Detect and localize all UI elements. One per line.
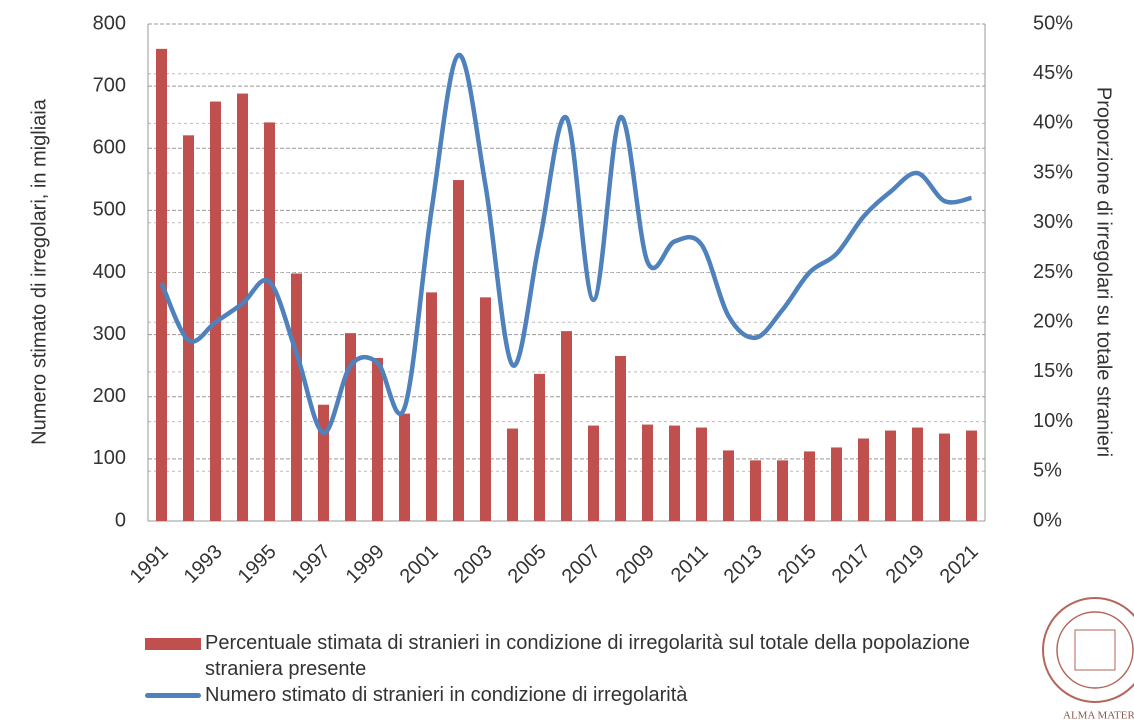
bar — [534, 373, 545, 521]
bar — [264, 122, 275, 521]
legend-swatch — [145, 693, 201, 698]
bar — [858, 438, 869, 521]
legend-label: Numero stimato di stranieri in condizion… — [205, 684, 688, 706]
bar — [480, 297, 491, 521]
line — [159, 52, 972, 436]
x-tick-label: 2021 — [936, 541, 983, 588]
x-tick-label: 1997 — [288, 541, 335, 588]
y-axis-title: Numero stimato di irregolari, in migliai… — [28, 98, 50, 445]
y2-tick-label: 40% — [1033, 112, 1073, 134]
x-tick-label: 2015 — [774, 541, 821, 588]
bar — [669, 425, 680, 521]
bar — [210, 101, 221, 522]
bar — [750, 460, 761, 521]
bar — [939, 433, 950, 521]
bar — [966, 430, 977, 521]
bar — [615, 355, 626, 521]
x-tick-label: 2017 — [828, 541, 875, 588]
bar — [399, 413, 410, 521]
bar — [237, 93, 248, 521]
y2-tick-label: 0% — [1033, 509, 1062, 531]
x-tick-label: 2001 — [396, 541, 443, 588]
x-tick-label: 2007 — [558, 541, 605, 588]
y2-tick-label: 5% — [1033, 460, 1062, 482]
logo-seal — [1074, 629, 1116, 671]
legend-item: Percentuale stimata di stranieri in cond… — [145, 630, 1045, 682]
logo-ring — [1042, 597, 1134, 703]
bar — [723, 450, 734, 521]
x-tick-label: 2019 — [882, 541, 929, 588]
y-tick-label: 0 — [115, 509, 126, 531]
bar — [318, 404, 329, 521]
bar — [696, 427, 707, 521]
y-tick-label: 200 — [93, 385, 126, 407]
bar — [885, 430, 896, 521]
x-tick-label: 2005 — [504, 541, 551, 588]
y2-tick-label: 30% — [1033, 211, 1073, 233]
y2-tick-label: 15% — [1033, 360, 1073, 382]
bar — [561, 331, 572, 521]
x-tick-label: 2011 — [667, 541, 713, 587]
y2-tick-label: 20% — [1033, 310, 1073, 332]
bar — [372, 357, 383, 521]
logo: ALMA MATER STU — [1042, 597, 1134, 722]
logo-inner — [1056, 611, 1134, 689]
y2-tick-label: 35% — [1033, 161, 1073, 183]
y-tick-label: 600 — [93, 137, 126, 159]
bar — [588, 425, 599, 521]
x-tick-label: 1993 — [180, 541, 227, 588]
bar — [777, 460, 788, 521]
x-tick-label: 2013 — [720, 541, 767, 588]
y-tick-label: 300 — [93, 323, 126, 345]
x-tick-label: 1991 — [126, 541, 173, 588]
y2-tick-label: 50% — [1033, 12, 1073, 34]
bar — [912, 427, 923, 521]
y2-axis-title: Proporzione di irregolari su totale stra… — [1093, 87, 1115, 457]
y2-tick-label: 10% — [1033, 410, 1073, 432]
bar — [426, 292, 437, 521]
y2-tick-label: 45% — [1033, 62, 1073, 84]
x-tick-label: 2009 — [612, 541, 659, 588]
bar — [642, 424, 653, 521]
bar — [831, 447, 842, 521]
x-tick-label: 1995 — [234, 541, 281, 588]
y-tick-label: 100 — [93, 447, 126, 469]
legend-item: Numero stimato di stranieri in condizion… — [145, 682, 1045, 708]
legend-swatch — [145, 638, 201, 650]
y-tick-label: 800 — [93, 12, 126, 34]
bar — [291, 273, 302, 521]
y-tick-label: 700 — [93, 74, 126, 96]
legend: Percentuale stimata di stranieri in cond… — [145, 630, 1045, 708]
bar — [453, 180, 464, 522]
bar — [183, 135, 194, 521]
y2-tick-label: 25% — [1033, 261, 1073, 283]
x-tick-label: 2003 — [450, 541, 497, 588]
logo-text: ALMA MATER STU — [1063, 710, 1134, 722]
y-tick-label: 500 — [93, 199, 126, 221]
x-tick-label: 1999 — [342, 541, 389, 588]
bar — [804, 451, 815, 521]
bar — [507, 428, 518, 521]
bar — [345, 333, 356, 521]
legend-label: Percentuale stimata di stranieri in cond… — [205, 632, 970, 680]
y-tick-label: 400 — [93, 261, 126, 283]
